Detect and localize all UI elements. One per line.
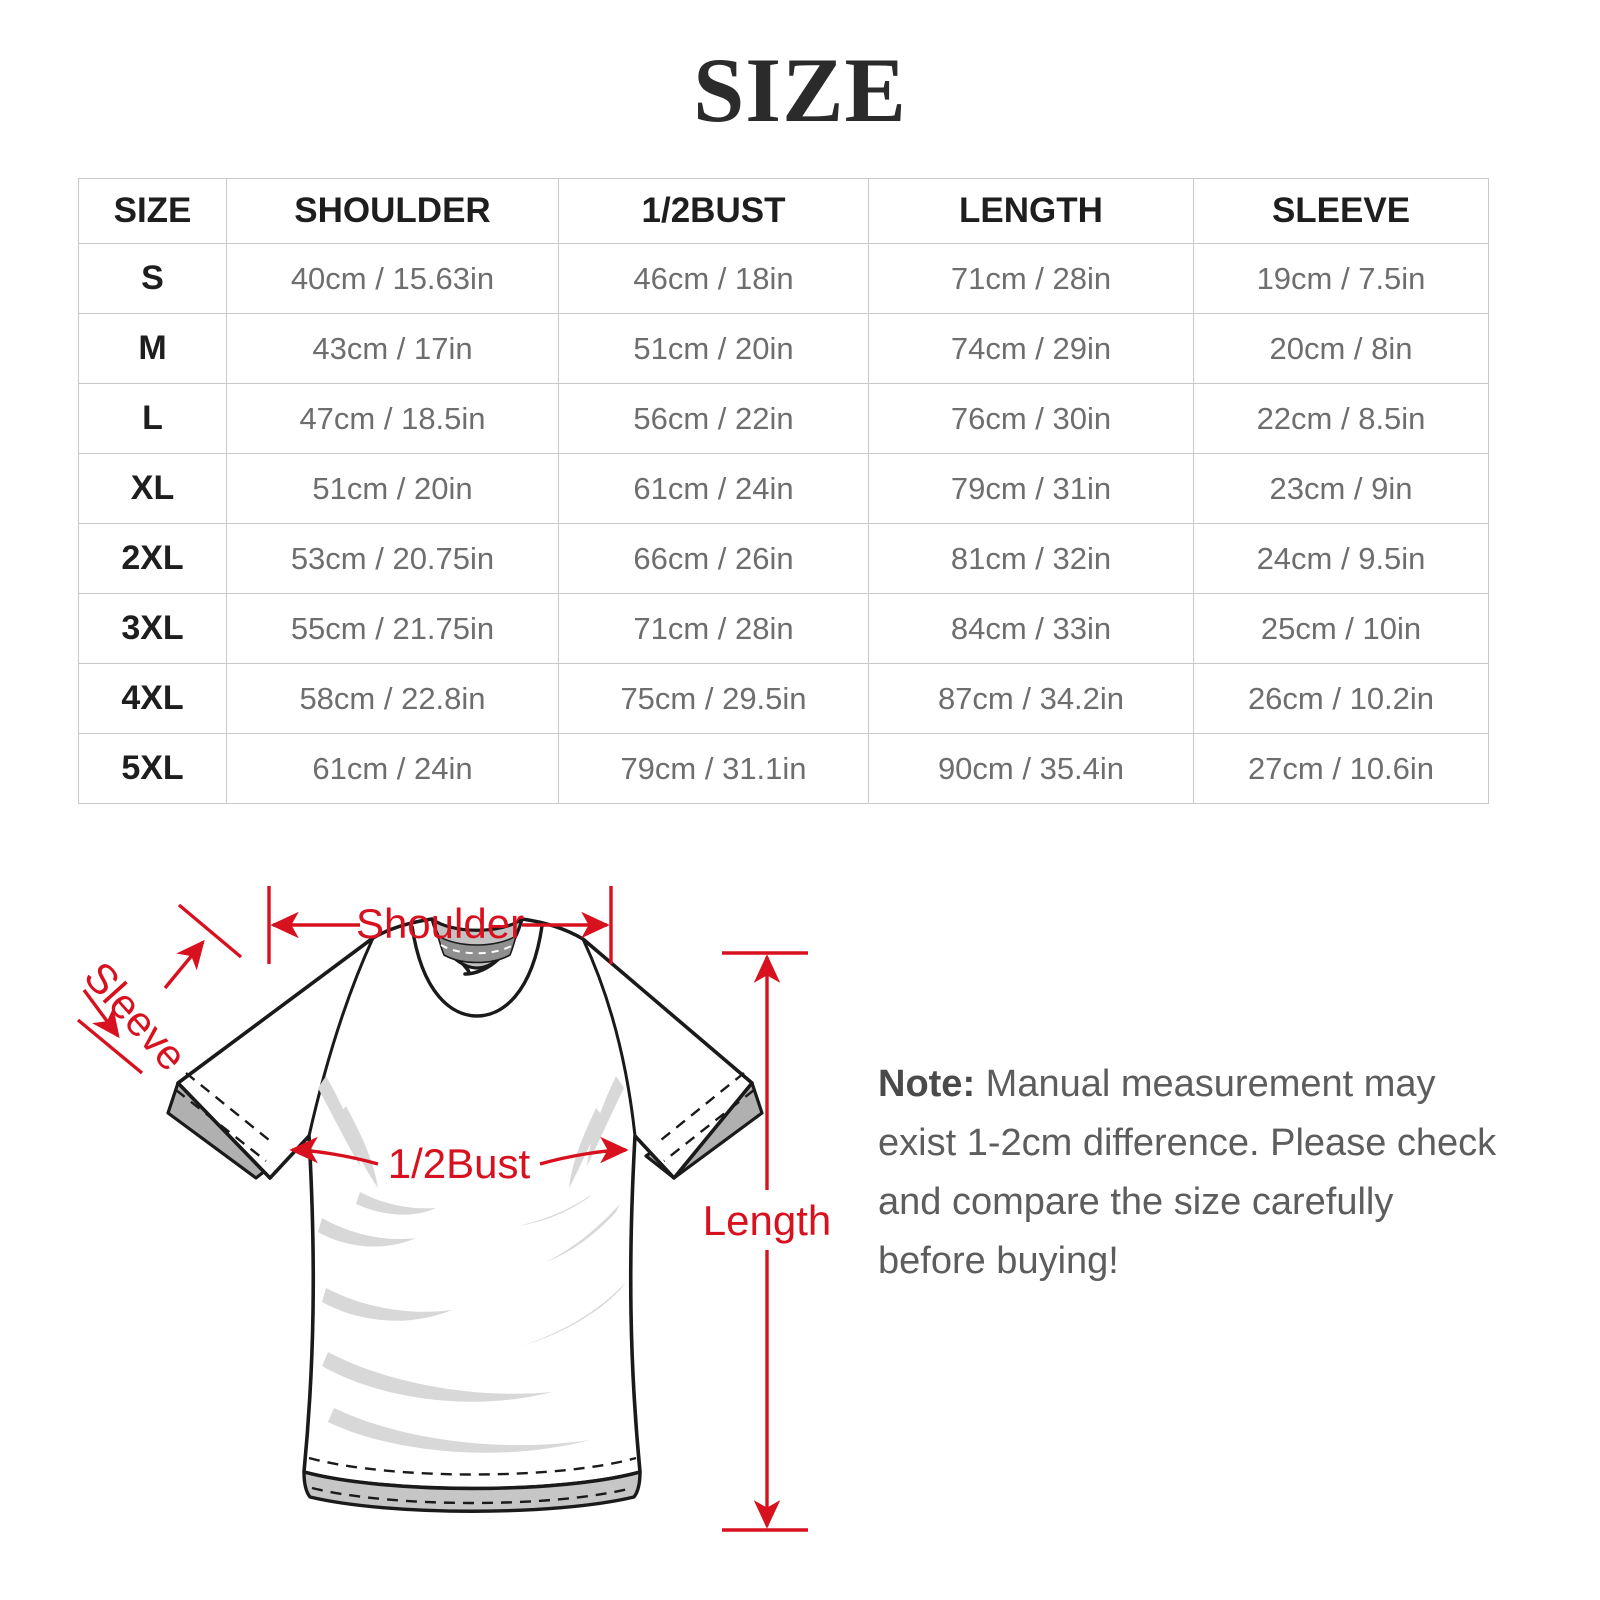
table-row: L 47cm / 18.5in 56cm / 22in 76cm / 30in … [78, 383, 1489, 454]
table-row: 3XL 55cm / 21.75in 71cm / 28in 84cm / 33… [78, 593, 1489, 664]
cell-size: M [78, 313, 227, 384]
column-header-length: LENGTH [868, 178, 1194, 244]
table-row: XL 51cm / 20in 61cm / 24in 79cm / 31in 2… [78, 453, 1489, 524]
page-title: SIZE [693, 39, 907, 141]
cell-length: 90cm / 35.4in [868, 733, 1194, 804]
cell-size: XL [78, 453, 227, 524]
cell-size: 2XL [78, 523, 227, 594]
left-shoulder-seam [307, 937, 375, 1137]
cell-shoulder: 53cm / 20.75in [226, 523, 559, 594]
cell-sleeve: 26cm / 10.2in [1193, 663, 1489, 734]
note-block: Note: Manual measurement may exist 1-2cm… [878, 1055, 1498, 1291]
shoulder-label: Shoulder [356, 900, 524, 947]
column-header-shoulder: SHOULDER [226, 178, 559, 244]
cell-sleeve: 22cm / 8.5in [1193, 383, 1489, 454]
cell-length: 71cm / 28in [868, 243, 1194, 314]
cell-size: 5XL [78, 733, 227, 804]
note-label: Note: [878, 1063, 976, 1105]
left-cuff-stitch-inner [175, 1089, 267, 1162]
cell-bust: 51cm / 20in [558, 313, 869, 384]
cell-shoulder: 61cm / 24in [226, 733, 559, 804]
cell-bust: 46cm / 18in [558, 243, 869, 314]
cell-length: 76cm / 30in [868, 383, 1194, 454]
cell-bust: 61cm / 24in [558, 453, 869, 524]
cell-length: 81cm / 32in [868, 523, 1194, 594]
table-row: 5XL 61cm / 24in 79cm / 31.1in 90cm / 35.… [78, 733, 1489, 804]
cell-sleeve: 19cm / 7.5in [1193, 243, 1489, 314]
bust-arrow-right [539, 1136, 629, 1166]
cell-bust: 56cm / 22in [558, 383, 869, 454]
hem-bottom-edge [302, 1470, 642, 1513]
cell-size: L [78, 383, 227, 454]
size-chart-table-container: SIZE SHOULDER 1/2BUST LENGTH SLEEVE S 40… [78, 178, 1489, 804]
hem-stitch-lower [311, 1486, 633, 1505]
hem-stitch-upper [308, 1456, 637, 1476]
cell-length: 84cm / 33in [868, 593, 1194, 664]
column-header-size: SIZE [78, 178, 227, 244]
cell-sleeve: 24cm / 9.5in [1193, 523, 1489, 594]
tshirt-illustration [166, 917, 764, 1513]
table-row: M 43cm / 17in 51cm / 20in 74cm / 29in 20… [78, 313, 1489, 384]
length-measurement-group: Length [703, 951, 831, 1532]
collar-rib-band [436, 934, 518, 964]
cell-length: 74cm / 29in [868, 313, 1194, 384]
shirt-outline [176, 917, 754, 1491]
cell-bust: 79cm / 31.1in [558, 733, 869, 804]
table-header-row: SIZE SHOULDER 1/2BUST LENGTH SLEEVE [78, 178, 1489, 244]
cell-sleeve: 27cm / 10.6in [1193, 733, 1489, 804]
shoulder-measurement-group: Shoulder [267, 886, 613, 964]
bust-measurement-group: 1/2Bust [289, 1136, 629, 1187]
table-row: S 40cm / 15.63in 46cm / 18in 71cm / 28in… [78, 243, 1489, 314]
cell-sleeve: 23cm / 9in [1193, 453, 1489, 524]
cell-shoulder: 55cm / 21.75in [226, 593, 559, 664]
cell-length: 87cm / 34.2in [868, 663, 1194, 734]
size-chart-table: SIZE SHOULDER 1/2BUST LENGTH SLEEVE S 40… [78, 178, 1489, 804]
note-text: Manual measurement may exist 1-2cm diffe… [878, 1063, 1497, 1282]
cell-bust: 66cm / 26in [558, 523, 869, 594]
sleeve-tick-lower [76, 1018, 144, 1075]
cell-shoulder: 58cm / 22.8in [226, 663, 559, 734]
cell-size: 4XL [78, 663, 227, 734]
table-row: 2XL 53cm / 20.75in 66cm / 26in 81cm / 32… [78, 523, 1489, 594]
cell-size: S [78, 243, 227, 314]
neckline-outer [410, 925, 544, 1018]
cell-bust: 71cm / 28in [558, 593, 869, 664]
sleeve-tick-upper [177, 903, 243, 959]
cell-size: 3XL [78, 593, 227, 664]
bust-arrow-left [289, 1136, 379, 1166]
sleeve-arrow-lower [82, 988, 120, 1039]
cell-shoulder: 51cm / 20in [226, 453, 559, 524]
column-header-bust: 1/2BUST [558, 178, 869, 244]
cell-shoulder: 40cm / 15.63in [226, 243, 559, 314]
column-header-sleeve: SLEEVE [1193, 178, 1489, 244]
bust-label: 1/2Bust [388, 1140, 531, 1187]
cell-sleeve: 25cm / 10in [1193, 593, 1489, 664]
cell-bust: 75cm / 29.5in [558, 663, 869, 734]
length-label: Length [703, 1197, 831, 1244]
tshirt-diagram-svg: Shoulder Sleeve 1/2Bust Length [75, 886, 831, 1532]
right-cuff-stitch-inner [663, 1089, 755, 1162]
collar-stitch-line [440, 944, 514, 955]
fabric-wrinkles [318, 1076, 626, 1453]
cell-shoulder: 47cm / 18.5in [226, 383, 559, 454]
table-row: 4XL 58cm / 22.8in 75cm / 29.5in 87cm / 3… [78, 663, 1489, 734]
cell-shoulder: 43cm / 17in [226, 313, 559, 384]
measurement-diagram: Shoulder Sleeve 1/2Bust Length [0, 840, 1600, 1600]
sleeve-arrow-upper [163, 939, 205, 990]
cell-sleeve: 20cm / 8in [1193, 313, 1489, 384]
cell-length: 79cm / 31in [868, 453, 1194, 524]
right-shoulder-seam [581, 938, 637, 1137]
